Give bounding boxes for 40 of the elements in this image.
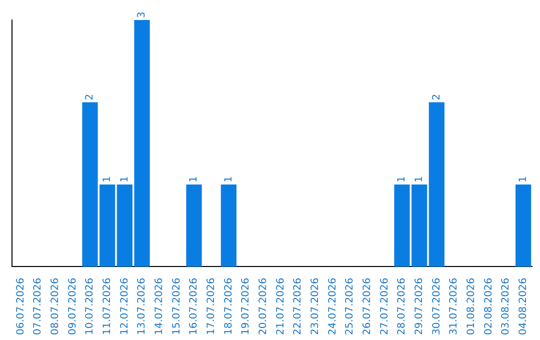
data-label: 1 [102,176,113,182]
data-label: 2 [84,94,96,100]
data-label: 1 [188,176,200,182]
x-tick-label: 22.07.2026 [292,278,304,336]
x-tick-label: 27.07.2026 [379,278,390,336]
x-tick-label: 25.07.2026 [344,278,356,336]
x-tick-label: 23.07.2026 [310,278,321,336]
x-tick-label: 29.07.2026 [414,278,425,336]
x-tick-label: 12.07.2026 [119,278,130,336]
x-tick-label: 28.07.2026 [396,278,408,336]
x-tick-label: 26.07.2026 [362,278,373,336]
data-label: 1 [518,176,529,182]
x-tick-label: 09.07.2026 [67,278,78,336]
x-tick-label: 15.07.2026 [171,278,182,336]
data-label: 1 [414,176,425,182]
x-tick-label: 07.07.2026 [32,278,44,336]
x-tick-label: 30.07.2026 [431,278,442,336]
x-tick-label: 16.07.2026 [188,278,200,336]
data-label: 1 [223,176,234,182]
data-label: 1 [119,176,130,182]
x-tick-label: 20.07.2026 [258,278,269,336]
x-tick-label: 18.07.2026 [223,278,234,336]
data-label: 3 [136,12,148,18]
x-tick-label: 03.08.2026 [500,278,512,336]
x-tick-label: 04.08.2026 [518,278,529,336]
data-label: 2 [431,94,442,100]
x-tick-label: 31.07.2026 [448,278,460,336]
data-label: 1 [396,176,408,182]
x-tick-label: 14.07.2026 [154,278,165,336]
x-tick-label: 02.08.2026 [483,278,494,336]
x-tick-label: 08.07.2026 [50,278,61,336]
x-tick-label: 21.07.2026 [275,278,286,336]
x-tick-label: 01.08.2026 [466,278,477,336]
x-tick-label: 24.07.2026 [327,278,338,336]
x-tick-label: 06.07.2026 [15,278,26,336]
x-tick-label: 13.07.2026 [136,278,148,336]
x-tick-label: 19.07.2026 [240,278,252,336]
x-tick-label: 10.07.2026 [84,278,96,336]
x-tick-label: 17.07.2026 [206,278,217,336]
x-tick-label: 11.07.2026 [102,278,113,336]
